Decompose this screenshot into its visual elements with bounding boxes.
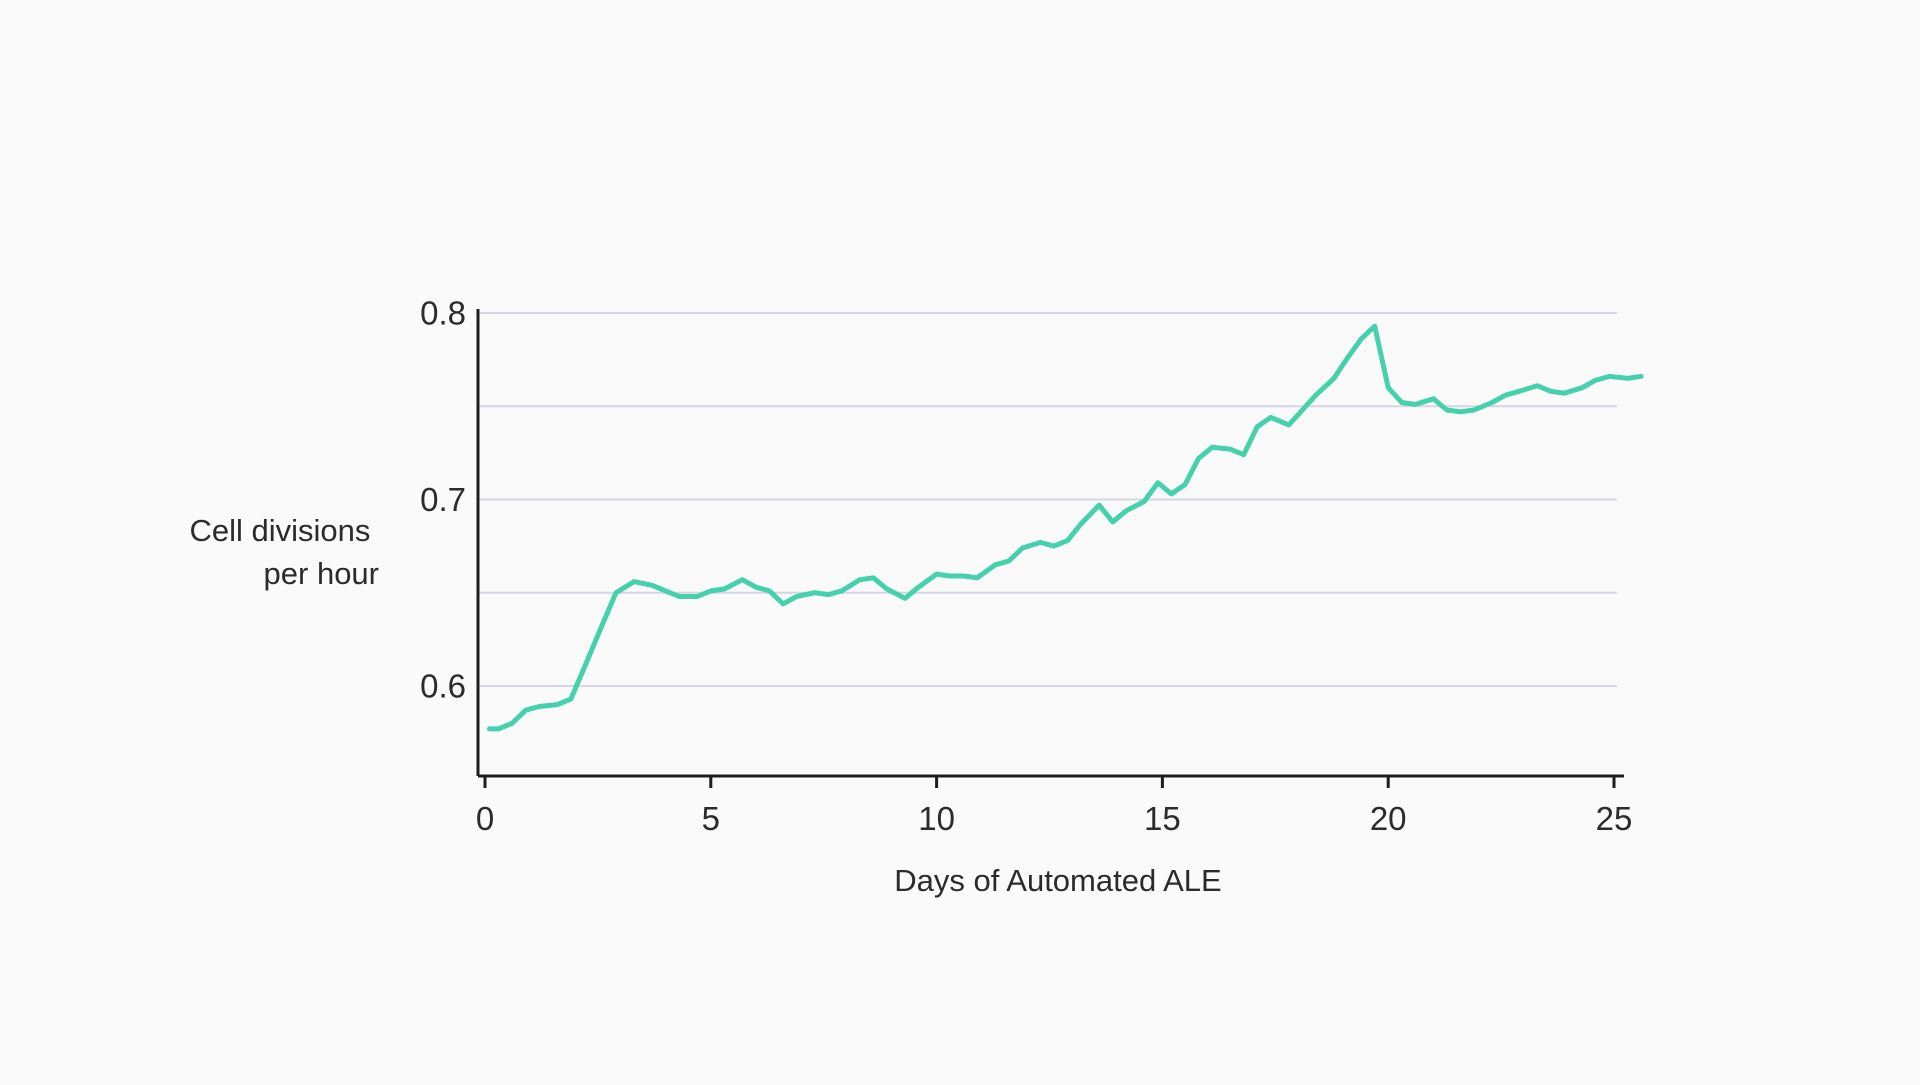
x-tick-label: 10 xyxy=(918,800,955,837)
gridlines xyxy=(478,312,1617,687)
series xyxy=(487,323,1644,732)
x-tick-label: 20 xyxy=(1370,800,1407,837)
y-axis-title: Cell divisions per hour xyxy=(189,513,379,591)
x-tick-label: 0 xyxy=(476,800,494,837)
y-axis-title-line-1: Cell divisions xyxy=(189,513,370,548)
x-tick-label: 25 xyxy=(1596,800,1633,837)
ticks: 0 5 10 15 20 25 0.6 0.7 0.8 xyxy=(420,295,1632,837)
y-tick-label: 0.8 xyxy=(420,295,466,332)
y-tick-label: 0.6 xyxy=(420,668,466,705)
series-line xyxy=(487,323,1644,732)
x-tick-label: 15 xyxy=(1144,800,1181,837)
x-tick-label: 5 xyxy=(702,800,720,837)
y-tick-label: 0.7 xyxy=(420,481,466,518)
y-axis-title-line-2: per hour xyxy=(264,556,379,591)
axes xyxy=(476,309,1624,778)
x-axis-title: Days of Automated ALE xyxy=(894,863,1221,898)
